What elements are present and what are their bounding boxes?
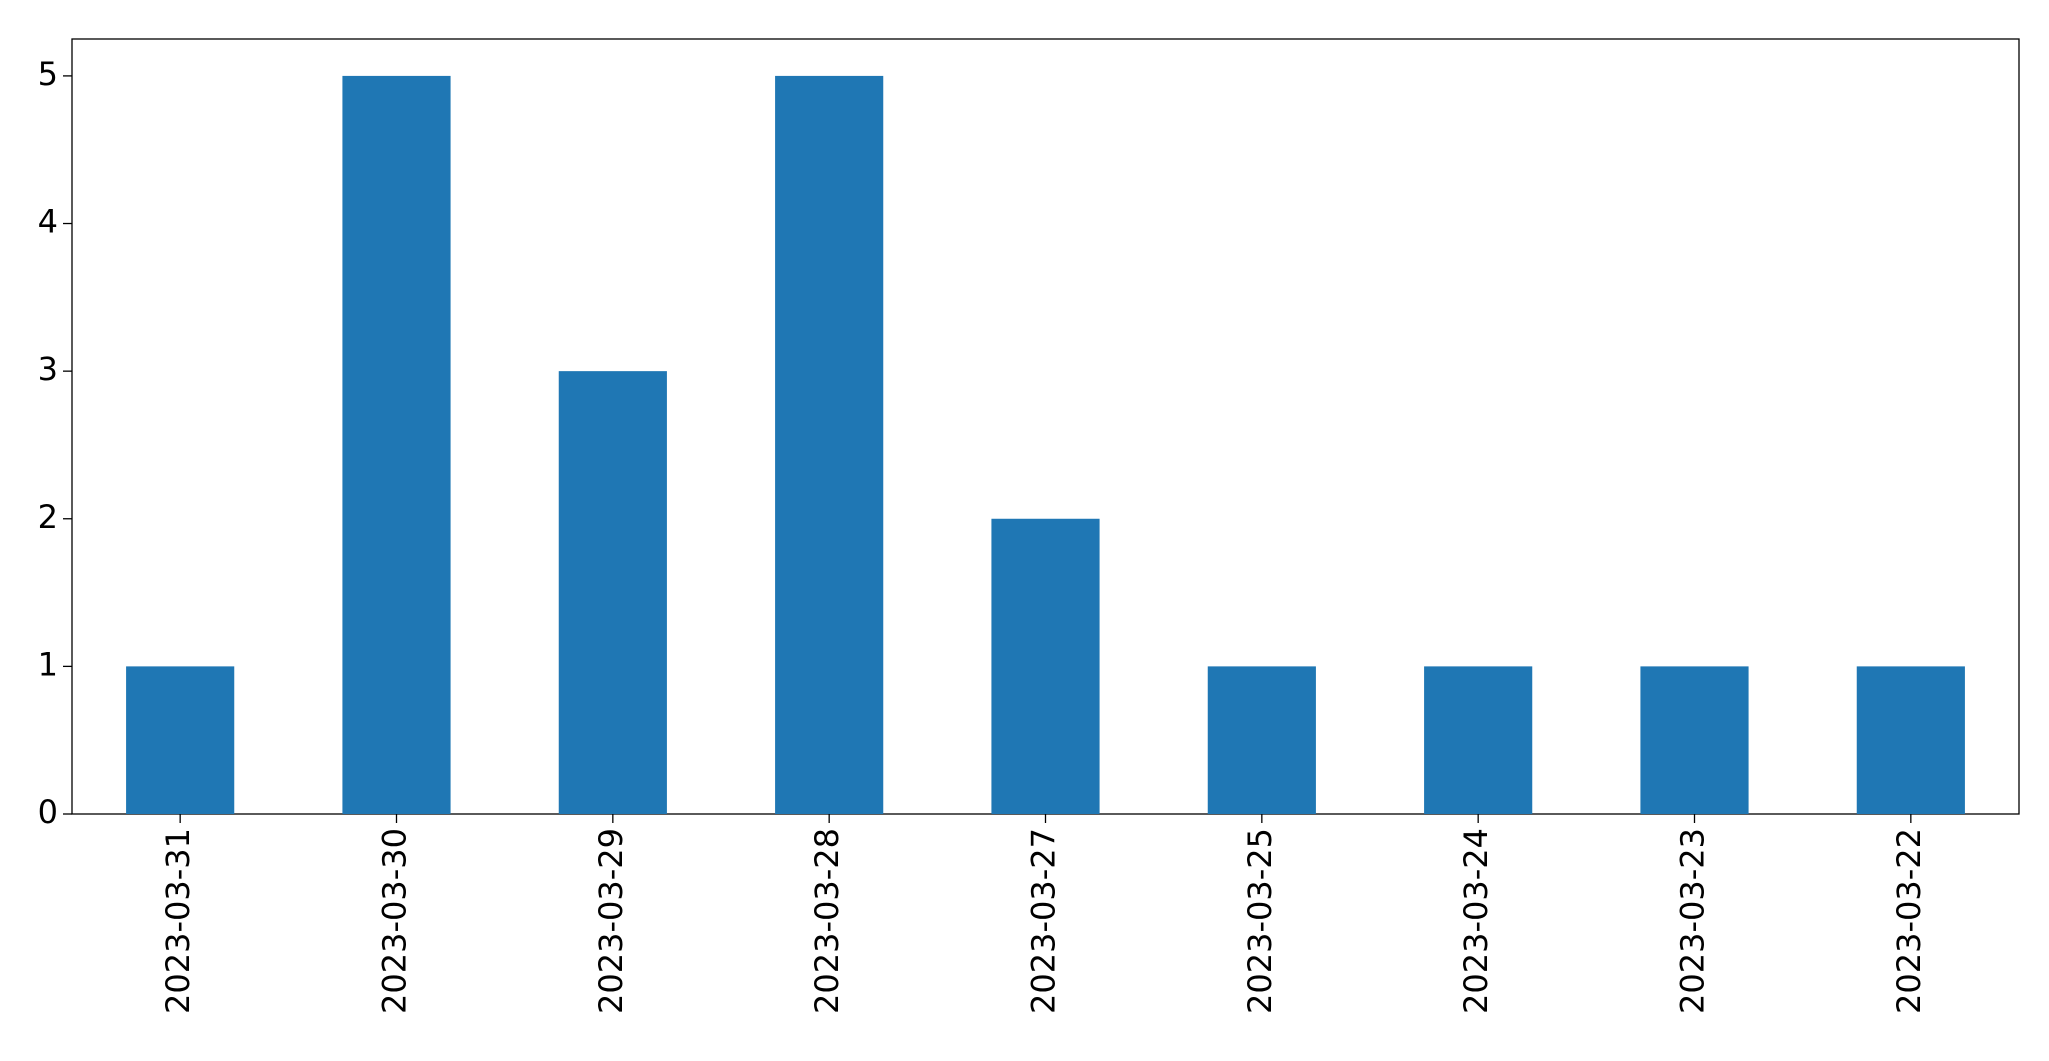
bar [1424, 666, 1533, 814]
bar [991, 518, 1100, 814]
x-tick-label: 2023-03-29 [592, 828, 630, 1014]
x-tick-label: 2023-03-25 [1241, 828, 1279, 1014]
y-tick-label: 3 [38, 350, 58, 388]
bar [342, 75, 451, 814]
x-tick-label: 2023-03-30 [376, 828, 414, 1014]
x-tick-label: 2023-03-24 [1457, 828, 1495, 1014]
y-tick-label: 1 [38, 645, 58, 683]
bar [1207, 666, 1316, 814]
bar [126, 666, 235, 814]
x-tick-label: 2023-03-31 [159, 828, 197, 1014]
x-tick-label: 2023-03-22 [1890, 828, 1928, 1014]
x-tick-label: 2023-03-23 [1674, 828, 1712, 1014]
x-tick-label: 2023-03-28 [808, 828, 846, 1014]
bar [1640, 666, 1749, 814]
bar [1856, 666, 1965, 814]
bar [558, 371, 667, 814]
x-tick-label: 2023-03-27 [1025, 828, 1063, 1014]
y-tick-label: 5 [38, 55, 58, 93]
y-tick-label: 2 [38, 498, 58, 536]
bar [775, 75, 884, 814]
y-tick-label: 4 [38, 203, 58, 241]
y-tick-label: 0 [38, 793, 58, 831]
